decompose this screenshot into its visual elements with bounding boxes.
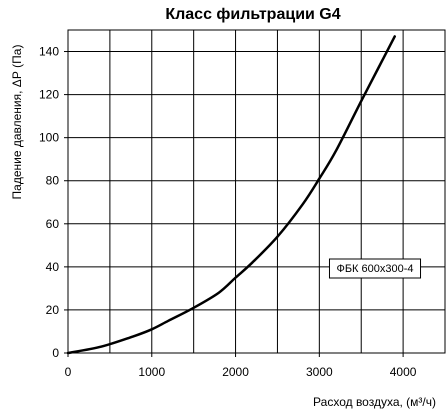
plot-frame [67,29,446,354]
y-tick-label: 0 [52,346,59,360]
y-tick-label: 140 [39,45,59,59]
x-axis-ticks: 0 1000 2000 3000 4000 [65,353,417,379]
legend-box [328,258,422,279]
x-tick-label: 3000 [306,365,333,379]
y-tick-label: 80 [46,174,60,188]
series-layer [66,35,396,355]
legend: ФБК 600x300-4 [328,258,422,279]
chart-title: Класс фильтрации G4 [165,6,340,23]
x-tick-label: 0 [65,365,72,379]
legend-label: ФБК 600x300-4 [336,263,413,275]
x-tick-label: 1000 [138,365,165,379]
y-tick-label: 60 [46,217,60,231]
x-tick-label: 2000 [222,365,249,379]
y-axis-label: Падение давления, ΔР (Па) [10,45,24,200]
grid [67,30,446,354]
y-tick-label: 100 [39,131,59,145]
y-tick-label: 120 [39,88,59,102]
y-axis-ticks: 0 20 40 60 80 100 120 140 [39,45,68,360]
y-tick-label: 40 [46,260,60,274]
y-tick-label: 20 [46,303,60,317]
series-line [66,35,396,355]
x-tick-label: 4000 [390,365,417,379]
x-axis-label: Расход воздуха, (м³/ч) [313,395,436,409]
